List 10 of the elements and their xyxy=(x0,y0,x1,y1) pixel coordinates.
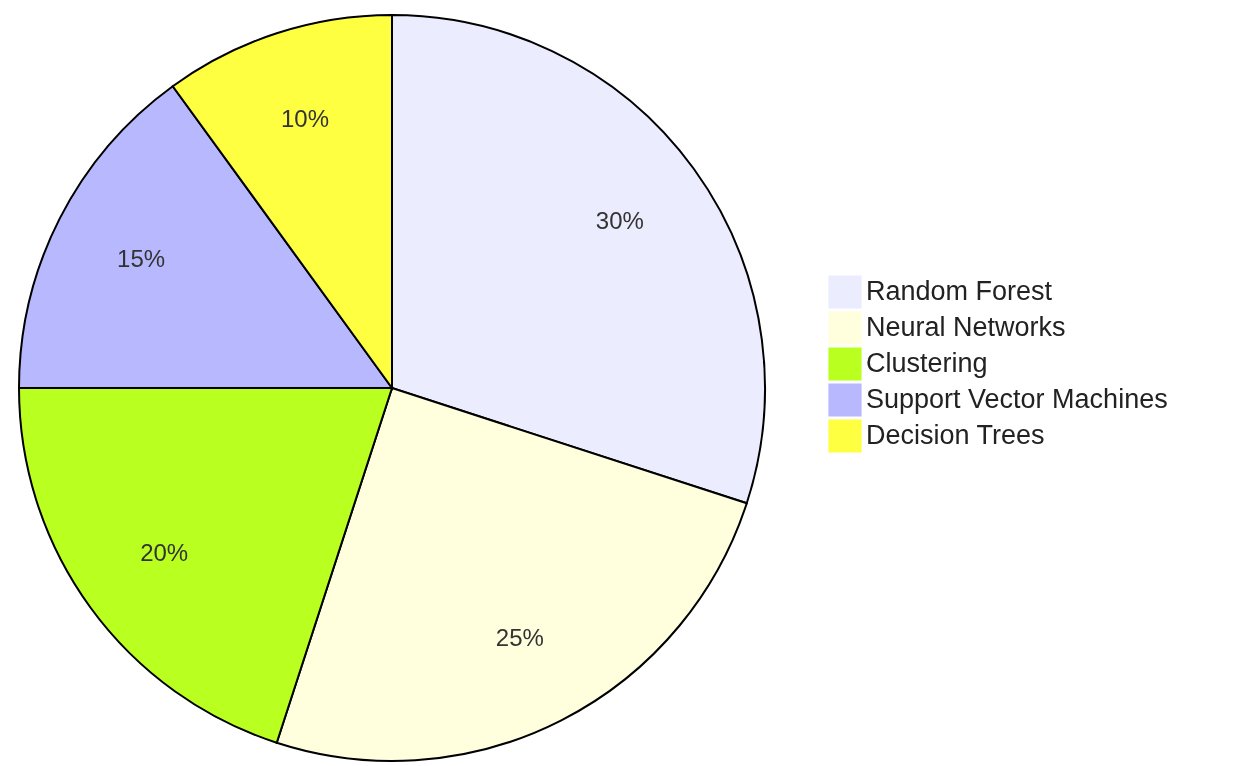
legend-label: Clustering xyxy=(866,348,988,378)
legend-label: Random Forest xyxy=(866,276,1053,306)
legend-label: Support Vector Machines xyxy=(866,384,1168,414)
legend-label: Decision Trees xyxy=(866,420,1045,450)
data-label: 10% xyxy=(280,105,329,133)
data-label: 30% xyxy=(595,207,644,235)
data-label: 25% xyxy=(495,623,544,651)
data-label: 20% xyxy=(140,538,189,566)
legend-label: Neural Networks xyxy=(866,312,1066,342)
data-label: 15% xyxy=(117,245,166,273)
